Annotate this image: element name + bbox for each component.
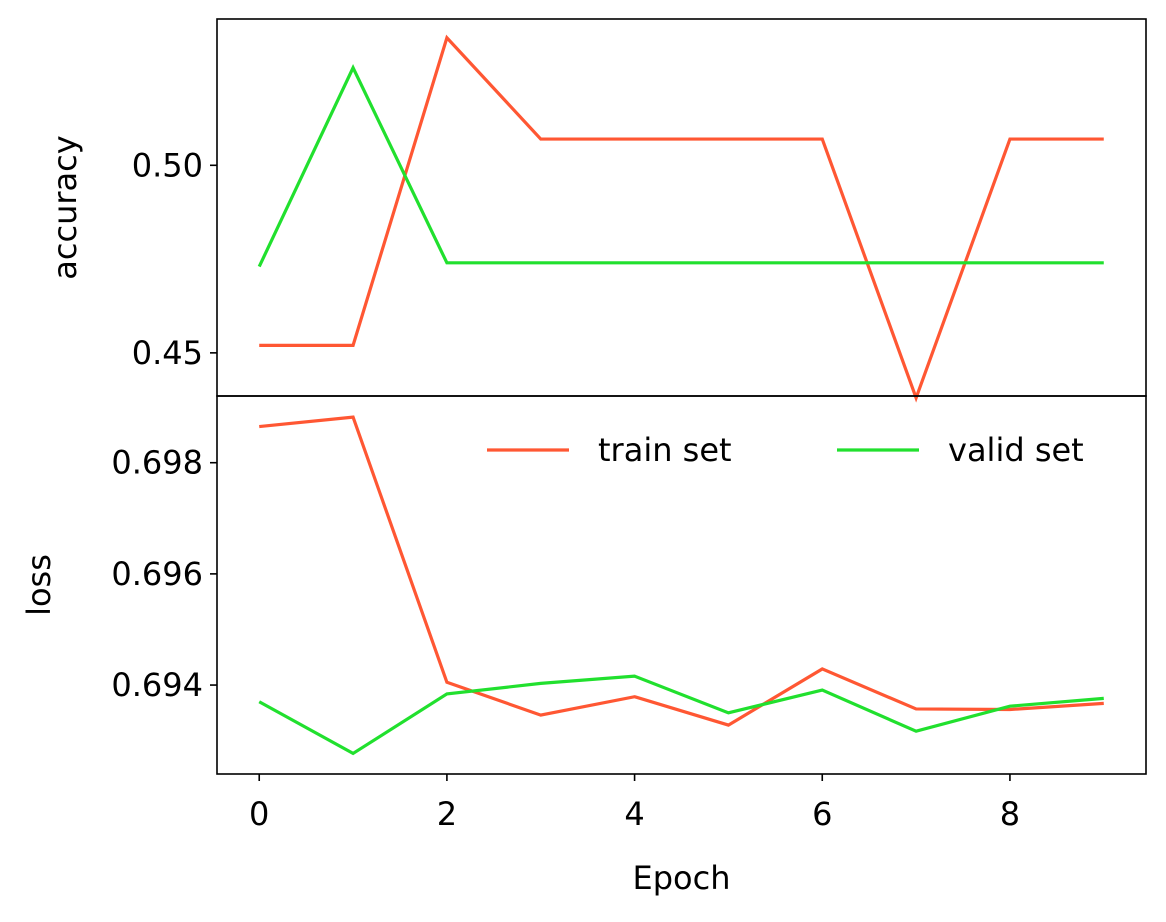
y-tick-label: 0.50 bbox=[132, 146, 203, 184]
x-tick-label: 2 bbox=[437, 795, 457, 833]
loss-axis-label: loss bbox=[20, 554, 58, 616]
accuracy-valid-series-line bbox=[257, 64, 1104, 268]
loss-train-series-line bbox=[259, 415, 1104, 727]
legend-label-train: train set bbox=[598, 431, 732, 469]
y-tick-label: 0.694 bbox=[111, 666, 203, 704]
loss-valid-series-line bbox=[258, 674, 1104, 756]
x-tick-label: 8 bbox=[1000, 795, 1020, 833]
plot-frame bbox=[216, 395, 1147, 775]
y-tick-label: 0.696 bbox=[111, 555, 203, 593]
x-tick-label: 6 bbox=[812, 795, 832, 833]
x-tick-label: 0 bbox=[249, 795, 269, 833]
y-tick-label: 0.698 bbox=[111, 444, 203, 482]
x-axis-label: Epoch bbox=[633, 859, 731, 897]
legend: train set valid set bbox=[487, 431, 1084, 469]
legend-label-valid: valid set bbox=[948, 431, 1084, 469]
accuracy-axis-label: accuracy bbox=[46, 135, 84, 279]
y-tick-label: 0.45 bbox=[132, 334, 203, 372]
shared-x-axis: 0 2 4 6 8 Epoch bbox=[249, 774, 1020, 897]
accuracy-panel: 0.45 0.50 accuracy bbox=[46, 18, 1147, 403]
x-tick-label: 4 bbox=[624, 795, 644, 833]
loss-panel: 0.694 0.696 0.698 loss train set valid set bbox=[20, 395, 1147, 775]
accuracy-train-series-line bbox=[259, 34, 1104, 403]
